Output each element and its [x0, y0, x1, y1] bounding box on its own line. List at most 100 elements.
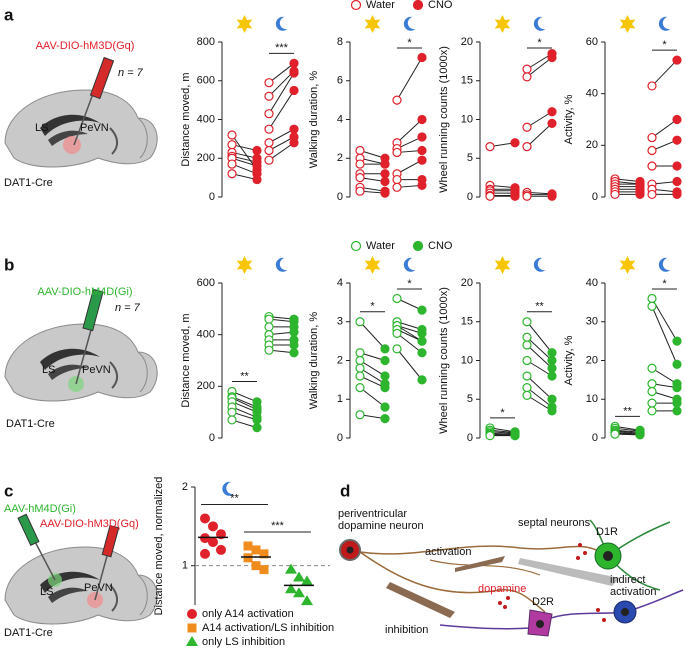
data-point: [355, 317, 365, 327]
data-point: [252, 161, 262, 171]
data-point: [672, 135, 682, 145]
data-point: [647, 293, 657, 304]
pair-line: [359, 321, 386, 350]
y-tick-label: 200: [197, 380, 215, 392]
brain-illustration: [4, 546, 159, 625]
pair-line: [651, 367, 678, 385]
y-tick-label: 0: [592, 432, 598, 444]
data-point: [251, 545, 261, 555]
data-point: [259, 565, 269, 575]
data-point: [392, 95, 402, 105]
data-point: [647, 379, 657, 389]
data-point: [417, 375, 427, 385]
pair-line: [359, 367, 386, 385]
data-point: [392, 328, 402, 338]
data-point: [355, 145, 365, 156]
data-point: [547, 371, 557, 381]
data-point: [243, 541, 253, 551]
data-point: [417, 155, 427, 165]
data-point: [647, 301, 657, 311]
data-point: [672, 359, 682, 369]
y-tick-label: 10: [586, 393, 598, 405]
data-point: [485, 142, 495, 152]
data-point: [392, 293, 402, 304]
data-point: [380, 414, 390, 424]
data-point: [264, 78, 274, 88]
y-tick-label: 0: [337, 432, 343, 444]
data-point: [647, 161, 657, 171]
data-point: [380, 176, 390, 187]
virus-label: AAV-DIO-hM3D(Gq): [40, 518, 139, 530]
data-point: [392, 174, 402, 185]
y-tick-label: 20: [586, 354, 598, 366]
region-label: LS: [42, 364, 55, 376]
data-point: [264, 155, 274, 165]
pair-line: [526, 344, 553, 369]
significance-label: **: [230, 492, 239, 504]
legend-label: A14 activation/LS inhibition: [202, 622, 334, 634]
y-tick-label: 15: [461, 75, 473, 87]
data-point: [208, 537, 218, 548]
data-point: [510, 191, 520, 201]
pair-line: [526, 387, 553, 408]
pair-line: [396, 159, 423, 175]
legend-label: CNO: [428, 0, 453, 11]
y-tick-label: 4: [337, 113, 343, 125]
data-point: [522, 191, 532, 201]
data-point: [510, 138, 520, 148]
arrow: [386, 582, 455, 618]
legend-label: only A14 activation: [202, 608, 294, 620]
axon: [359, 551, 546, 613]
region-label: LS: [40, 586, 53, 598]
data-point: [227, 169, 237, 179]
y-tick-label: 15: [461, 316, 473, 328]
n-label: n = 7: [115, 302, 141, 314]
data-point: [289, 85, 299, 96]
panel-label: c: [4, 481, 13, 500]
data-point: [285, 563, 297, 574]
y-tick-label: 1: [337, 393, 343, 405]
data-point: [672, 398, 682, 408]
data-point: [227, 407, 237, 417]
data-point: [259, 549, 269, 559]
data-point: [547, 52, 557, 63]
y-axis-label: Distance moved, normalized: [153, 477, 165, 616]
significance-label: **: [535, 301, 544, 313]
pair-line: [396, 348, 423, 381]
data-point: [380, 344, 390, 354]
data-point: [635, 430, 645, 440]
syringe: [17, 513, 40, 546]
mouse-label: DAT1-Cre: [4, 177, 53, 189]
data-point: [227, 159, 237, 169]
panel-label: a: [4, 5, 14, 24]
data-point: [635, 189, 645, 200]
data-point: [547, 107, 557, 117]
schematic-label: activation: [610, 586, 656, 598]
data-point: [547, 363, 557, 373]
data-point: [252, 423, 262, 433]
schematic-label: indirect: [610, 574, 645, 586]
data-point: [264, 145, 274, 156]
data-point: [264, 345, 274, 355]
pair-line: [651, 119, 678, 138]
y-axis-label: Activity, %: [563, 335, 575, 385]
data-point: [485, 191, 495, 201]
data-point: [672, 55, 682, 65]
moon-icon: [403, 257, 416, 272]
pair-line: [526, 336, 553, 361]
panel-label: d: [340, 481, 350, 500]
axon: [429, 559, 541, 576]
region-label: PeVN: [84, 582, 113, 594]
moon-icon: [275, 16, 288, 31]
y-tick-label: 0: [337, 191, 343, 203]
data-point: [522, 142, 532, 152]
data-point: [380, 169, 390, 179]
significance-label: ***: [271, 520, 285, 532]
data-point: [547, 406, 557, 416]
data-point: [672, 176, 682, 187]
legend-label: only LS inhibition: [202, 636, 285, 648]
pair-line: [268, 62, 295, 84]
sun-icon: [494, 15, 511, 33]
legend-marker: [350, 240, 362, 252]
